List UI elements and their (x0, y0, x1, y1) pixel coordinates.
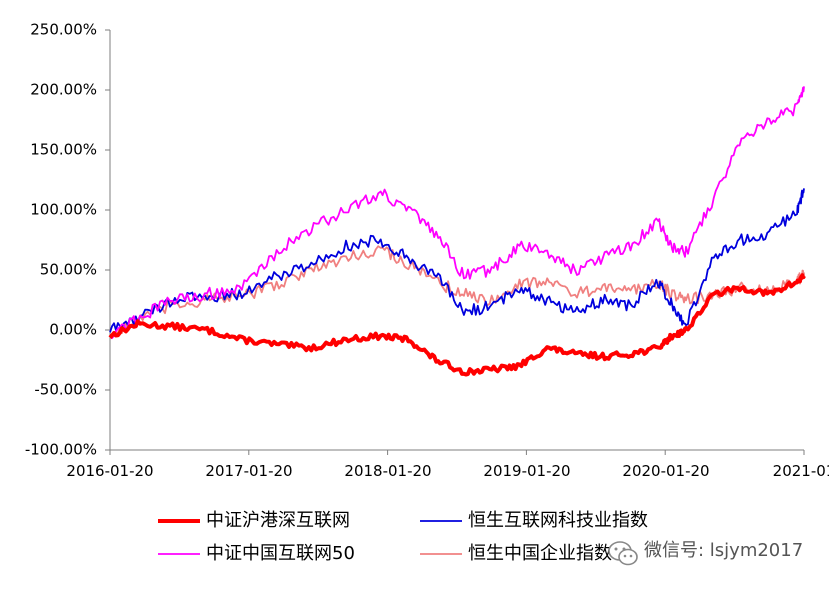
x-tick-label: 2019-01-20 (483, 462, 570, 480)
legend-label-csi-internet50: 中证中国互联网50 (206, 543, 355, 564)
y-tick-marks (105, 29, 110, 451)
x-tick-label: 2016-01-20 (66, 462, 153, 480)
legend-label-hscei: 恒生中国企业指数 (468, 543, 612, 564)
series-line-2 (109, 86, 805, 340)
series-line-1 (109, 188, 805, 333)
x-tick-label: 2017-01-20 (205, 462, 292, 480)
watermark: 微信号: lsjym2017 (608, 540, 803, 566)
watermark-text: 微信号: lsjym2017 (644, 540, 803, 561)
x-tick-label: 2018-01-20 (344, 462, 431, 480)
wechat-icon (608, 541, 638, 566)
y-tick-label: -50.00% (34, 381, 97, 399)
x-tick-marks (109, 450, 805, 455)
y-tick-label: -100.00% (25, 441, 97, 459)
y-tick-label: 100.00% (30, 201, 97, 219)
y-tick-label: 150.00% (30, 141, 97, 159)
y-tick-label: 250.00% (30, 21, 97, 39)
series-line-0 (108, 273, 806, 377)
y-tick-label: 0.00% (49, 321, 97, 339)
series-lines (108, 86, 806, 377)
x-tick-label: 2021-01 (773, 462, 829, 480)
y-tick-label: 200.00% (30, 81, 97, 99)
x-tick-label: 2020-01-20 (622, 462, 709, 480)
legend: 中证沪港深互联网 恒生互联网科技业指数 中证中国互联网50 恒生中国企业指数 (158, 510, 648, 564)
y-tick-labels: 250.00% 200.00% 150.00% 100.00% 50.00% 0… (25, 21, 97, 459)
legend-label-hushen: 中证沪港深互联网 (206, 510, 350, 531)
legend-label-hs-internet: 恒生互联网科技业指数 (468, 510, 648, 531)
y-tick-label: 50.00% (40, 261, 97, 279)
x-tick-labels: 2016-01-20 2017-01-20 2018-01-20 2019-01… (66, 462, 829, 480)
